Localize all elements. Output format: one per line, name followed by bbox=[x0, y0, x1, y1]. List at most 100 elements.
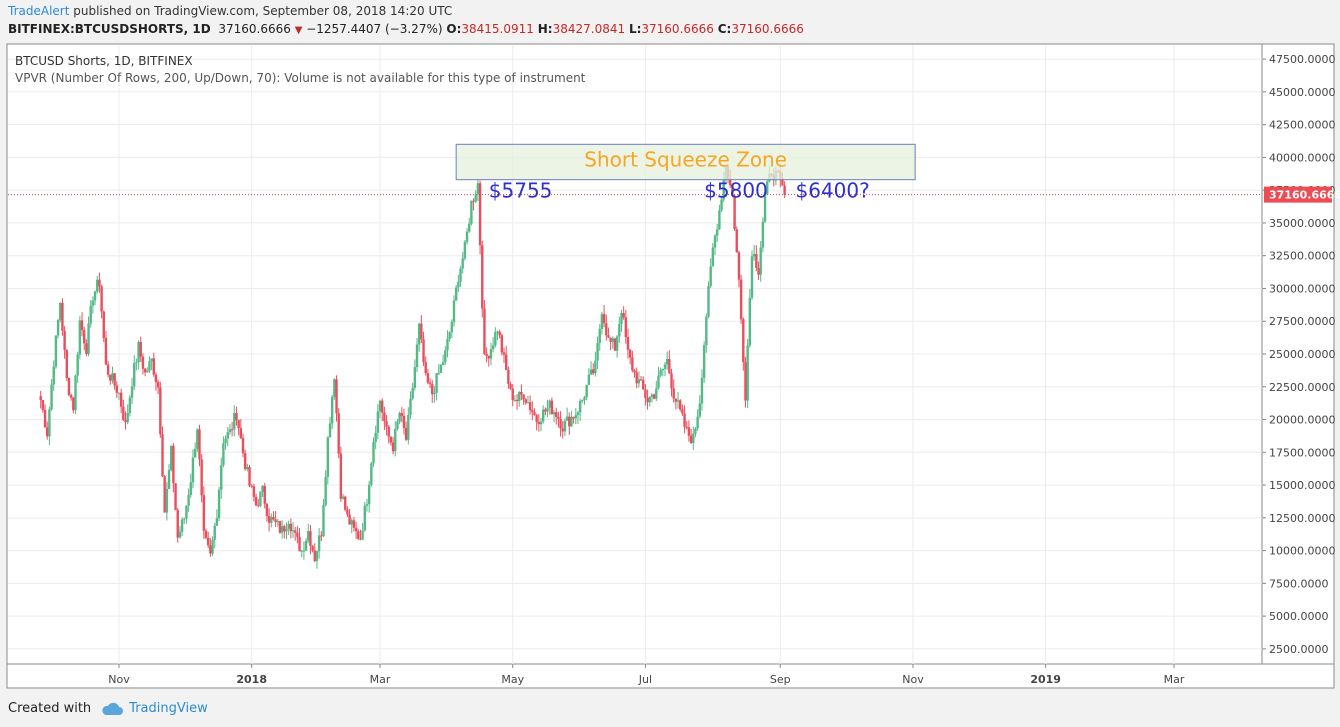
x-tick-label: Nov bbox=[108, 673, 130, 686]
candle-body bbox=[522, 394, 525, 400]
candle-body bbox=[618, 323, 621, 337]
candle-body bbox=[61, 302, 64, 331]
x-tick-label: Jul bbox=[638, 673, 652, 686]
y-tick-label: 17500.0000 bbox=[1269, 446, 1335, 459]
candle-body bbox=[437, 372, 440, 374]
candle-body bbox=[744, 362, 747, 401]
candle-body bbox=[337, 413, 340, 454]
candle-body bbox=[474, 194, 477, 202]
candle-body bbox=[156, 382, 160, 388]
candle-body bbox=[270, 517, 273, 523]
candle-body bbox=[241, 437, 245, 454]
candle-body bbox=[568, 416, 571, 427]
candle-body bbox=[431, 384, 434, 395]
tradingview-link[interactable]: TradingView bbox=[129, 701, 208, 716]
candle-body bbox=[346, 509, 349, 515]
candle-body bbox=[433, 392, 436, 395]
candle-body bbox=[344, 496, 347, 510]
candle-body bbox=[681, 409, 684, 414]
candle-body bbox=[106, 364, 110, 375]
candle-body bbox=[709, 266, 712, 286]
symbol-name: BITFINEX:BTCUSDSHORTS, 1D bbox=[8, 22, 211, 36]
candle-body bbox=[76, 354, 79, 376]
last-price-label: 37160.6666 bbox=[1269, 189, 1340, 202]
candle-body bbox=[228, 429, 232, 433]
candle-body bbox=[668, 358, 671, 374]
candle-body bbox=[74, 375, 77, 411]
candle-body bbox=[359, 538, 362, 540]
candle-body bbox=[676, 400, 680, 402]
candle-body bbox=[594, 360, 597, 374]
candle-body bbox=[289, 523, 293, 532]
x-tick-label: May bbox=[501, 673, 524, 686]
candle-body bbox=[302, 550, 306, 552]
y-tick-label: 12500.0000 bbox=[1269, 512, 1335, 525]
price-chart[interactable]: 2500.0000 5000.0000 7500.0000 10000.0000 125… bbox=[0, 42, 1340, 692]
candle-body bbox=[250, 485, 253, 487]
candle-body bbox=[261, 485, 264, 492]
candle-body bbox=[148, 361, 151, 371]
candle-body bbox=[72, 397, 75, 411]
y-tick-label: 30000.0000 bbox=[1269, 282, 1335, 295]
candle-body bbox=[613, 338, 617, 351]
candle-body bbox=[715, 229, 719, 236]
candle-body bbox=[309, 531, 312, 546]
candle-body bbox=[206, 537, 210, 546]
candle-body bbox=[750, 256, 754, 298]
candle-body bbox=[609, 337, 612, 342]
candle-body bbox=[243, 453, 247, 470]
low-value: 37160.6666 bbox=[641, 22, 714, 36]
candle-body bbox=[411, 387, 414, 399]
last-value: 37160.6666 bbox=[218, 22, 291, 36]
candle-body bbox=[781, 178, 784, 186]
candle-body bbox=[783, 185, 786, 195]
candle-body bbox=[759, 247, 762, 275]
candle-body bbox=[535, 415, 538, 422]
candle-body bbox=[404, 427, 408, 440]
candle-body bbox=[265, 503, 269, 516]
candle-body bbox=[652, 394, 656, 399]
candle-body bbox=[335, 379, 338, 414]
candle-body bbox=[752, 253, 756, 257]
candle-body bbox=[470, 200, 473, 224]
x-tick-label: Mar bbox=[370, 673, 391, 686]
close-value: 37160.6666 bbox=[731, 22, 804, 36]
candle-body bbox=[322, 505, 325, 537]
candle-body bbox=[661, 368, 665, 371]
candle-body bbox=[498, 331, 501, 336]
candle-body bbox=[252, 486, 256, 497]
candle-body bbox=[737, 252, 741, 280]
candle-body bbox=[324, 476, 327, 506]
candle-body bbox=[396, 421, 399, 430]
candle-body bbox=[600, 314, 604, 330]
candle-body bbox=[637, 379, 641, 384]
author-link[interactable]: TradeAlert bbox=[8, 4, 70, 18]
candle-body bbox=[381, 400, 384, 413]
candle-body bbox=[687, 427, 691, 436]
candle-body bbox=[465, 231, 469, 243]
candle-body bbox=[374, 432, 377, 443]
candle-body bbox=[174, 483, 177, 510]
candle-body bbox=[146, 370, 149, 373]
candle-body bbox=[383, 412, 386, 422]
candle-body bbox=[454, 287, 458, 301]
candle-body bbox=[494, 332, 497, 346]
candle-body bbox=[685, 426, 688, 428]
candle-body bbox=[559, 418, 562, 429]
candle-body bbox=[692, 433, 695, 443]
candle-body bbox=[80, 320, 84, 331]
candle-body bbox=[400, 412, 403, 416]
candle-body bbox=[700, 377, 704, 404]
candle-body bbox=[722, 179, 725, 200]
candle-body bbox=[504, 354, 508, 371]
candle-body bbox=[541, 409, 545, 422]
candle-body bbox=[511, 388, 514, 401]
candle-body bbox=[670, 373, 673, 389]
candle-body bbox=[537, 421, 541, 425]
candle-body bbox=[296, 532, 299, 537]
candle-body bbox=[191, 457, 195, 483]
candle-body bbox=[304, 540, 308, 551]
candle-body bbox=[483, 308, 486, 354]
candle-body bbox=[763, 194, 767, 222]
open-label: O: bbox=[446, 22, 462, 36]
